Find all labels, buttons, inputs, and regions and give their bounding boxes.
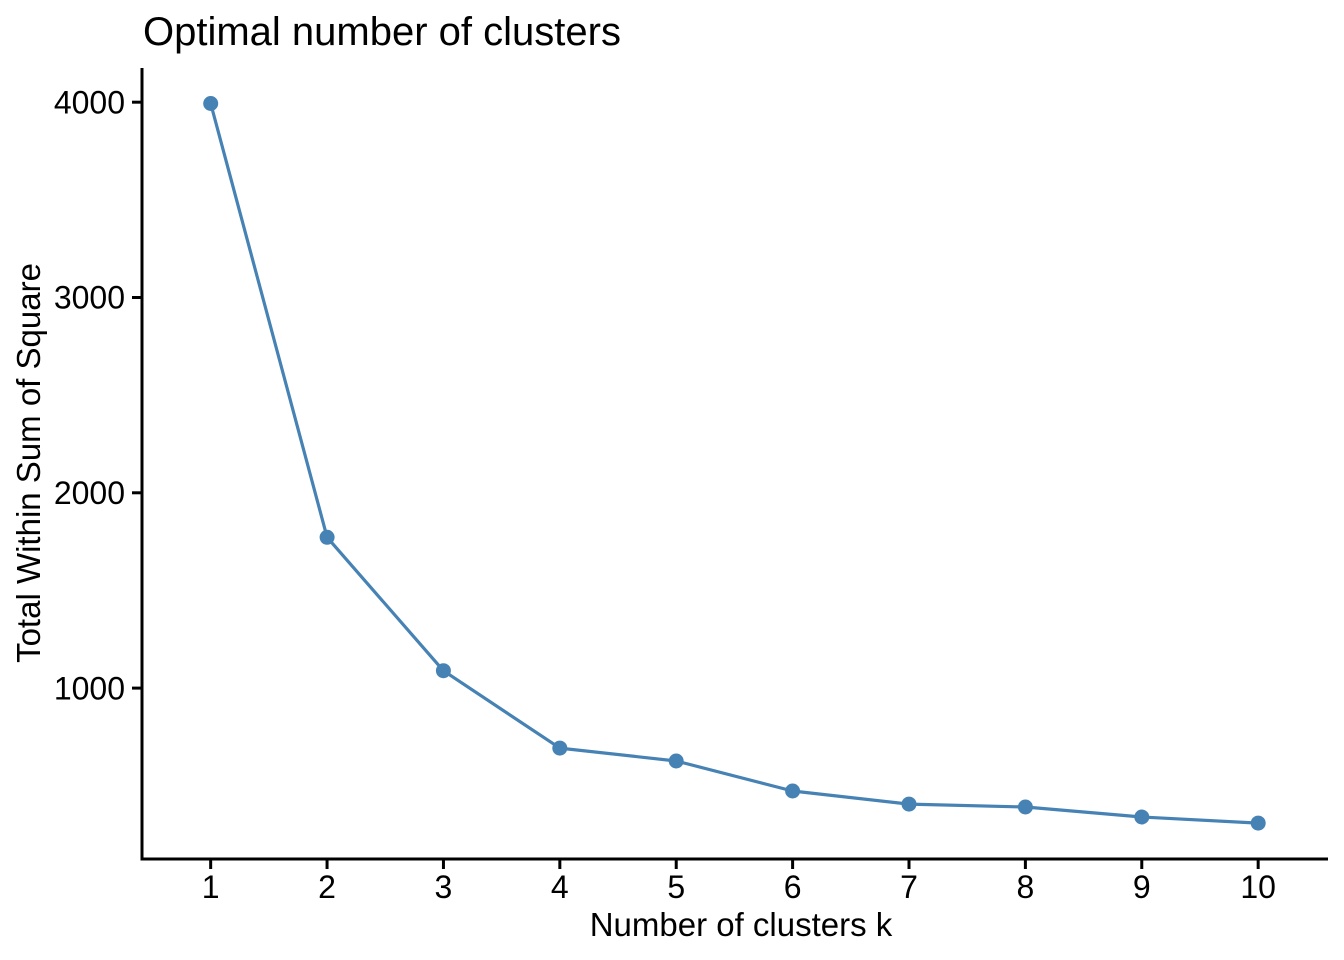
data-point-k3 (435, 663, 451, 679)
data-point-k10 (1250, 815, 1266, 831)
data-point-k7 (901, 796, 917, 812)
x-axis-title: Number of clusters k (590, 906, 893, 943)
y-tick-label: 1000 (54, 670, 125, 706)
data-point-k4 (552, 740, 568, 756)
x-tick-label: 2 (318, 869, 336, 905)
x-tick-label: 4 (551, 869, 569, 905)
x-tick-label: 6 (784, 869, 802, 905)
series-layer (203, 96, 1266, 831)
x-tick-label: 3 (435, 869, 453, 905)
x-tick-label: 9 (1133, 869, 1151, 905)
data-point-k8 (1017, 799, 1033, 815)
data-point-k9 (1134, 809, 1150, 825)
chart-title: Optimal number of clusters (143, 10, 621, 54)
y-tick-label: 3000 (54, 280, 125, 316)
x-tick-label: 1 (202, 869, 220, 905)
y-tick-label: 2000 (54, 475, 125, 511)
data-point-k1 (203, 96, 219, 111)
y-axis: 1000 2000 3000 4000 (54, 68, 144, 861)
x-axis: 1 2 3 4 5 6 7 8 9 10 (140, 857, 1328, 905)
data-point-k6 (785, 783, 801, 799)
series-line (209, 101, 1260, 825)
y-axis-title: Total Within Sum of Square (10, 263, 47, 663)
y-tick-label: 4000 (54, 84, 125, 120)
data-point-k2 (319, 529, 335, 545)
x-tick-label: 7 (900, 869, 918, 905)
data-point-k5 (668, 753, 684, 769)
x-tick-label: 5 (667, 869, 685, 905)
x-tick-label: 10 (1240, 869, 1276, 905)
x-tick-label: 8 (1016, 869, 1034, 905)
